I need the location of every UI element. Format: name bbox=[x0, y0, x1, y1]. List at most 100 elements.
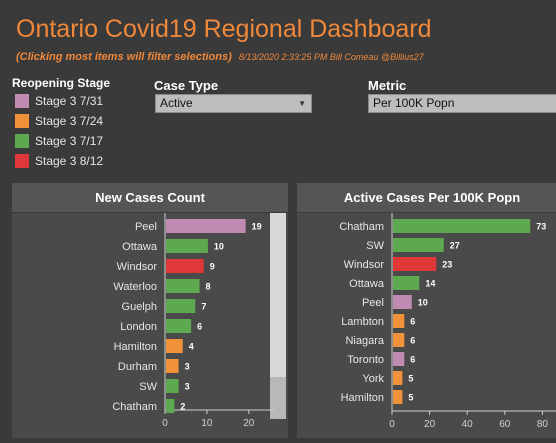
bar[interactable] bbox=[393, 238, 444, 252]
category-label[interactable]: Waterloo bbox=[113, 281, 157, 293]
category-label[interactable]: Peel bbox=[362, 297, 384, 309]
legend-item-stage-3-8-12[interactable]: Stage 3 8/12 bbox=[15, 151, 103, 171]
case-type-dropdown[interactable]: Active ▼ bbox=[155, 94, 312, 113]
new-cases-panel-title: New Cases Count bbox=[12, 183, 288, 213]
dashboard-subtitle: (Clicking most items will filter selecti… bbox=[16, 51, 424, 63]
category-label[interactable]: Durham bbox=[118, 361, 157, 373]
category-label[interactable]: Guelph bbox=[122, 301, 157, 313]
bar-value-label: 9 bbox=[210, 262, 215, 272]
category-label[interactable]: SW bbox=[366, 240, 384, 252]
bar[interactable] bbox=[166, 379, 179, 393]
bar-value-label: 6 bbox=[197, 322, 202, 332]
legend-swatch bbox=[15, 114, 29, 128]
bar-value-label: 73 bbox=[536, 222, 546, 232]
reopening-stage-legend: Stage 3 7/31 Stage 3 7/24 Stage 3 7/17 S… bbox=[15, 91, 103, 171]
case-type-label: Case Type bbox=[154, 78, 219, 93]
bar-value-label: 19 bbox=[252, 222, 262, 232]
bar-value-label: 6 bbox=[410, 317, 415, 327]
category-label[interactable]: Hamilton bbox=[341, 392, 384, 404]
bar[interactable] bbox=[166, 399, 175, 413]
bar-value-label: 5 bbox=[408, 374, 413, 384]
active-cases-panel-title: Active Cases Per 100K Popn bbox=[297, 183, 556, 213]
x-tick-label: 20 bbox=[424, 419, 436, 430]
new-cases-panel: New Cases Count Peel 19 Ottawa 10 Windsor 9 Wa… bbox=[12, 183, 288, 438]
bar[interactable] bbox=[393, 276, 420, 290]
active-cases-panel: Active Cases Per 100K Popn Chatham 73 SW 27… bbox=[297, 183, 556, 438]
bar[interactable] bbox=[166, 359, 179, 373]
bar[interactable] bbox=[166, 259, 204, 273]
metric-label: Metric bbox=[368, 78, 407, 93]
bar[interactable] bbox=[166, 279, 200, 293]
legend-label: Stage 3 7/17 bbox=[35, 134, 104, 148]
category-label[interactable]: London bbox=[120, 321, 157, 333]
bar[interactable] bbox=[393, 352, 405, 366]
bar[interactable] bbox=[393, 371, 403, 385]
legend-swatch bbox=[15, 134, 29, 148]
category-label[interactable]: Lambton bbox=[341, 316, 384, 328]
category-label[interactable]: SW bbox=[139, 381, 157, 393]
legend-label: Stage 3 7/31 bbox=[35, 94, 104, 108]
category-label[interactable]: Chatham bbox=[112, 401, 157, 413]
legend-item-stage-3-7-17[interactable]: Stage 3 7/17 bbox=[15, 131, 103, 151]
x-tick-label: 60 bbox=[499, 419, 511, 430]
bar-value-label: 10 bbox=[418, 298, 428, 308]
x-tick-label: 40 bbox=[462, 419, 474, 430]
bar-value-label: 3 bbox=[185, 362, 190, 372]
x-tick-label: 80 bbox=[537, 419, 549, 430]
new-cases-chart-area: Peel 19 Ottawa 10 Windsor 9 Waterloo 8 Guelph 7 Lo… bbox=[12, 213, 288, 438]
bar-value-label: 7 bbox=[201, 302, 206, 312]
subtitle-instructions: (Clicking most items will filter selecti… bbox=[16, 51, 232, 63]
bar[interactable] bbox=[393, 257, 437, 271]
x-tick-label: 10 bbox=[201, 418, 213, 429]
metric-value: Per 100K Popn bbox=[373, 96, 455, 110]
bar-value-label: 3 bbox=[185, 382, 190, 392]
x-tick-label: 0 bbox=[389, 419, 395, 430]
case-type-value: Active bbox=[160, 96, 193, 110]
bar[interactable] bbox=[166, 339, 183, 353]
legend-item-stage-3-7-31[interactable]: Stage 3 7/31 bbox=[15, 91, 103, 111]
chevron-down-icon: ▼ bbox=[298, 99, 306, 108]
category-label[interactable]: Windsor bbox=[117, 261, 158, 273]
category-label[interactable]: Ottawa bbox=[349, 278, 385, 290]
bar[interactable] bbox=[393, 390, 403, 404]
bar[interactable] bbox=[166, 319, 192, 333]
category-label[interactable]: Chatham bbox=[339, 221, 384, 233]
x-tick-label: 20 bbox=[243, 418, 255, 429]
bar[interactable] bbox=[393, 219, 531, 233]
category-label[interactable]: Ottawa bbox=[122, 241, 158, 253]
bar[interactable] bbox=[393, 295, 412, 309]
x-tick-label: 0 bbox=[162, 418, 168, 429]
category-label[interactable]: Hamilton bbox=[114, 341, 157, 353]
bar-value-label: 8 bbox=[206, 282, 211, 292]
bar-value-label: 10 bbox=[214, 242, 224, 252]
legend-label: Stage 3 7/24 bbox=[35, 114, 104, 128]
category-label[interactable]: Niagara bbox=[345, 335, 384, 347]
scrollbar-track[interactable] bbox=[270, 377, 286, 419]
bar[interactable] bbox=[393, 314, 405, 328]
legend-item-stage-3-7-24[interactable]: Stage 3 7/24 bbox=[15, 111, 103, 131]
bar-value-label: 5 bbox=[408, 393, 413, 403]
bar-value-label: 2 bbox=[180, 402, 185, 412]
dashboard-title: Ontario Covid19 Regional Dashboard bbox=[16, 15, 432, 43]
legend-label: Stage 3 8/12 bbox=[35, 154, 104, 168]
bar-value-label: 6 bbox=[410, 336, 415, 346]
category-label[interactable]: York bbox=[362, 373, 384, 385]
bar-value-label: 14 bbox=[425, 279, 435, 289]
bar[interactable] bbox=[393, 333, 405, 347]
bar[interactable] bbox=[166, 239, 208, 253]
legend-title: Reopening Stage bbox=[12, 76, 111, 90]
bar-value-label: 4 bbox=[189, 342, 194, 352]
category-label[interactable]: Peel bbox=[135, 221, 157, 233]
scrollbar-thumb[interactable] bbox=[270, 213, 286, 377]
legend-swatch bbox=[15, 94, 29, 108]
bar-value-label: 27 bbox=[450, 241, 460, 251]
bar[interactable] bbox=[166, 219, 246, 233]
legend-swatch bbox=[15, 154, 29, 168]
bar-value-label: 23 bbox=[442, 260, 452, 270]
category-label[interactable]: Windsor bbox=[344, 259, 385, 271]
bar[interactable] bbox=[166, 299, 196, 313]
new-cases-chart: Peel 19 Ottawa 10 Windsor 9 Waterloo 8 Guelph 7 Lo… bbox=[112, 213, 286, 429]
category-label[interactable]: Toronto bbox=[347, 354, 384, 366]
metric-dropdown[interactable]: Per 100K Popn bbox=[368, 94, 556, 113]
subtitle-meta: 8/13/2020 2:33:25 PM Bill Comeau @Billiu… bbox=[238, 52, 424, 62]
